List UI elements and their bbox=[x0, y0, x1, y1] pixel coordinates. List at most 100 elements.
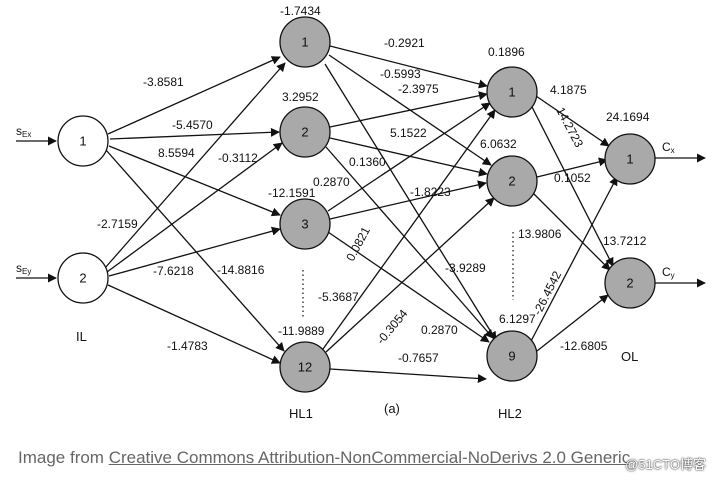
bias-ol-2: 13.7212 bbox=[603, 234, 647, 248]
ol-node-2 bbox=[604, 257, 656, 309]
edge-hl1-3-hl2-2 bbox=[329, 180, 487, 220]
ol-node-2-label: 2 bbox=[626, 276, 633, 291]
weights-hl2-ol: 4.1875 14.2723 0.1052 13.9806 -26.4542 -… bbox=[518, 83, 608, 353]
hl2-node-9 bbox=[486, 330, 538, 382]
edge-hl2-2-ol-2 bbox=[532, 192, 611, 271]
edge-il1-hl1-3 bbox=[108, 145, 281, 217]
bias-hl2-9: 6.1297 bbox=[499, 312, 536, 326]
edge-hl1-3-hl2-9 bbox=[327, 231, 490, 343]
w-il2-hl1-1: -2.7159 bbox=[97, 217, 138, 231]
w-il1-hl1-3: 8.5594 bbox=[158, 146, 195, 160]
output-layer: 1 2 bbox=[604, 133, 656, 309]
hl2-node-9-label: 9 bbox=[508, 349, 515, 364]
w-il2-hl1-2: -0.3112 bbox=[218, 151, 258, 165]
w-hl2-9-ol-2: -12.6805 bbox=[560, 339, 608, 353]
hl1-node-3 bbox=[279, 198, 331, 250]
w-hl1-12-hl2-9: -0.7657 bbox=[398, 351, 439, 365]
edge-hl2-1-ol-2 bbox=[530, 104, 614, 267]
il-node-1 bbox=[57, 115, 109, 167]
watermark: @51CTO博客 bbox=[625, 457, 706, 472]
hl2-node-1-label: 1 bbox=[508, 85, 515, 100]
output-label-cx: Cx bbox=[662, 140, 675, 155]
hl2-node-1 bbox=[486, 66, 538, 118]
w-hl1-12-hl2-1: -5.3687 bbox=[318, 290, 359, 304]
edge-hl2-9-ol-2 bbox=[536, 294, 609, 352]
w-hl1-3-hl2-2: 0.2870 bbox=[313, 175, 350, 189]
w-hl1-2-hl2-9: -1.8223 bbox=[410, 185, 451, 199]
w-hl1-3-hl2-1: -3.9289 bbox=[445, 261, 486, 275]
edge-il1-hl1-1 bbox=[107, 56, 281, 135]
w-il1-hl1-2: -5.4570 bbox=[172, 118, 213, 132]
license-link[interactable]: Creative Commons Attribution-NonCommerci… bbox=[108, 448, 631, 467]
figure-label: (a) bbox=[384, 401, 400, 416]
w-hl2-2-ol-2: 13.9806 bbox=[518, 227, 562, 241]
layer-labels: IL HL1 HL2 OL (a) bbox=[76, 329, 638, 421]
hl1-node-12-label: 12 bbox=[298, 360, 312, 375]
hl1-node-1-label: 1 bbox=[301, 35, 308, 50]
edge-il2-hl1-1 bbox=[104, 62, 286, 269]
bias-hl2-1: 0.1896 bbox=[488, 45, 525, 59]
hl1-node-12 bbox=[279, 341, 331, 393]
label-hl2: HL2 bbox=[498, 406, 522, 421]
output-arrows: Cx Cy bbox=[655, 140, 706, 288]
ol-node-1 bbox=[604, 133, 656, 185]
hl2-node-2-label: 2 bbox=[508, 174, 515, 189]
w-il2-hl1-12: -1.4783 bbox=[167, 339, 208, 353]
w-hl1-3-hl2-9: 0.0821 bbox=[343, 224, 373, 263]
w-hl1-1-hl2-1: -0.2921 bbox=[384, 36, 425, 50]
bias-hl1-2: 3.2952 bbox=[282, 90, 319, 104]
w-il1-hl1-1: -3.8581 bbox=[143, 75, 184, 89]
edge-hl1-2-hl2-2 bbox=[329, 137, 488, 177]
w-hl2-2-ol-1: 0.1052 bbox=[554, 171, 591, 185]
w-il2-hl1-3: -7.6218 bbox=[153, 264, 194, 278]
input-arrows: sEx sEy bbox=[16, 124, 57, 283]
edges-hl1-hl2 bbox=[322, 45, 497, 383]
il-node-1-label: 1 bbox=[79, 134, 86, 149]
hidden-layer-1: 1 2 3 12 bbox=[279, 16, 331, 393]
edge-hl1-2-hl2-1 bbox=[329, 91, 488, 128]
edge-hl1-12-hl2-1 bbox=[322, 109, 496, 350]
hl1-node-2-label: 2 bbox=[301, 125, 308, 140]
w-il1-hl1-12: -14.8816 bbox=[217, 263, 265, 277]
edge-hl2-2-ol-1 bbox=[536, 157, 608, 178]
caption-prefix: Image from bbox=[18, 448, 109, 467]
hl2-node-2 bbox=[486, 155, 538, 207]
ol-node-1-label: 1 bbox=[626, 152, 633, 167]
input-label-sex: sEx bbox=[16, 124, 31, 139]
hl1-node-2 bbox=[279, 106, 331, 158]
label-hl1: HL1 bbox=[289, 406, 313, 421]
edge-hl2-9-ol-1 bbox=[529, 176, 618, 344]
w-hl1-12-hl2-9a: 0.2870 bbox=[421, 323, 458, 337]
image-credit-caption: Image from Creative Commons Attribution-… bbox=[18, 448, 630, 468]
bias-hl1-12: -11.9889 bbox=[278, 324, 325, 338]
hl1-node-1 bbox=[279, 16, 331, 68]
weights-il-hl1: -3.8581 -5.4570 8.5594 -14.8816 -2.7159 … bbox=[97, 75, 265, 353]
w-hl1-12-hl2-2: -0.3054 bbox=[374, 307, 411, 347]
edge-il1-hl1-2 bbox=[109, 127, 280, 140]
edge-hl1-3-hl2-1 bbox=[327, 102, 491, 212]
input-label-sey: sEy bbox=[16, 261, 31, 276]
il-node-2 bbox=[57, 252, 109, 304]
input-layer: 1 2 bbox=[57, 115, 109, 304]
w-hl1-2-hl2-2: 5.1522 bbox=[390, 126, 427, 140]
label-il: IL bbox=[76, 329, 87, 344]
edge-hl1-12-hl2-9 bbox=[329, 368, 487, 383]
edge-il2-hl1-12 bbox=[107, 284, 281, 364]
w-hl2-1-ol-1: 4.1875 bbox=[550, 83, 587, 97]
il-node-2-label: 2 bbox=[79, 271, 86, 286]
w-hl1-1-hl2-9: 0.1360 bbox=[349, 155, 386, 169]
edge-hl1-2-hl2-9 bbox=[325, 146, 494, 339]
edges-il-hl1 bbox=[104, 56, 286, 364]
w-hl1-1-hl2-2: -0.5993 bbox=[380, 67, 421, 81]
hidden-layer-2: 1 2 9 bbox=[486, 66, 538, 382]
hl1-node-3-label: 3 bbox=[301, 217, 308, 232]
neural-network-diagram: sEx sEy Cx bbox=[16, 4, 706, 421]
output-label-cy: Cy bbox=[662, 265, 675, 280]
edge-hl1-1-hl2-1 bbox=[329, 45, 488, 89]
edge-hl1-12-hl2-2 bbox=[325, 197, 495, 353]
edge-il1-hl1-12 bbox=[105, 149, 285, 352]
edge-hl2-1-ol-1 bbox=[535, 95, 610, 147]
bias-hl2-2: 6.0632 bbox=[480, 137, 517, 151]
w-hl1-2-hl2-1: -2.3975 bbox=[398, 82, 439, 96]
bias-labels: -1.7434 3.2952 -12.1591 -11.9889 0.1896 … bbox=[268, 4, 650, 338]
